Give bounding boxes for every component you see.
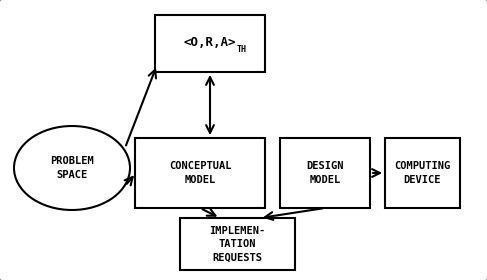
Bar [280, 138, 370, 208]
Text: DESIGN
MODEL: DESIGN MODEL [306, 161, 344, 185]
Text: IMPLEMEN-
TATION
REQUESTS: IMPLEMEN- TATION REQUESTS [209, 226, 265, 262]
Bar [180, 218, 295, 270]
Bar [135, 138, 265, 208]
Text: <O,R,A>: <O,R,A> [184, 36, 236, 50]
Text: TH: TH [237, 45, 247, 55]
Text: PROBLEM
SPACE: PROBLEM SPACE [50, 157, 94, 179]
Bar [385, 138, 460, 208]
Text: COMPUTING
DEVICE: COMPUTING DEVICE [394, 161, 450, 185]
Bar [155, 15, 265, 72]
Text: CONCEPTUAL
MODEL: CONCEPTUAL MODEL [169, 161, 231, 185]
Ellipse shape [14, 126, 130, 210]
